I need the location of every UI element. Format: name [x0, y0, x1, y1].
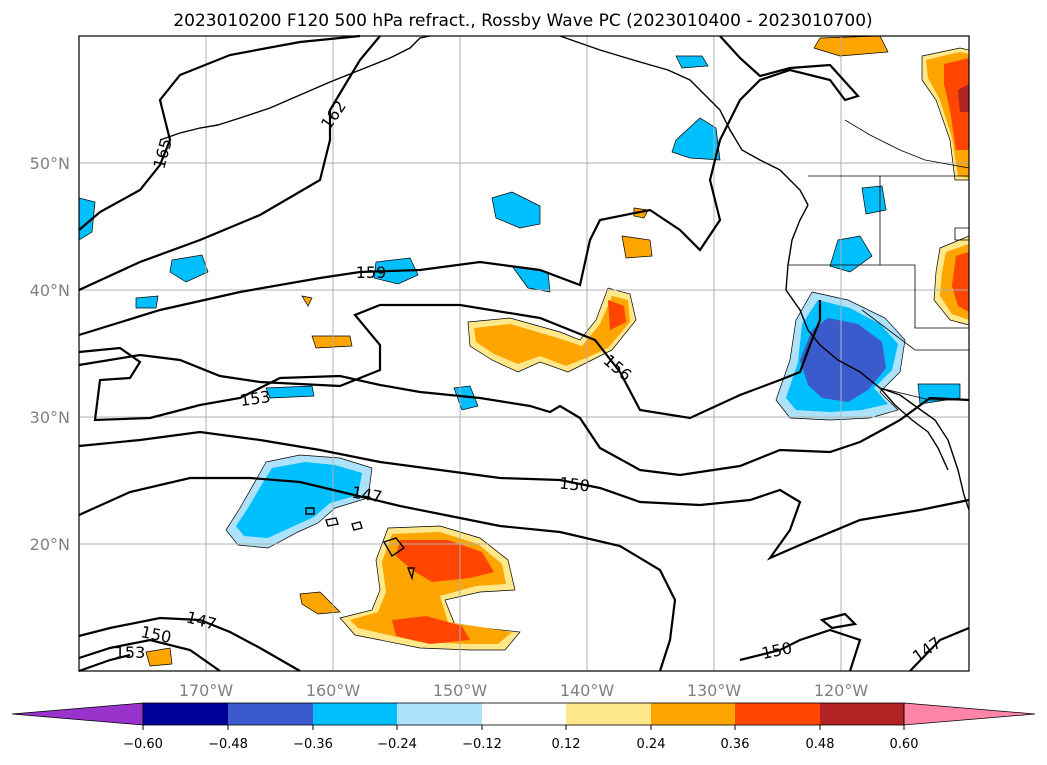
- baja-peninsula: [879, 387, 949, 471]
- colorbar-tick-label: 0.24: [637, 737, 666, 752]
- lat-label: 40°N: [30, 281, 70, 300]
- map-frame: [78, 35, 970, 672]
- lat-label: 30°N: [30, 408, 70, 427]
- colorbar-segment: [228, 703, 313, 725]
- positive-anomaly-subtropical-band-core: [608, 300, 626, 330]
- positive-anomaly-small-3: [145, 647, 173, 667]
- colorbar-tick-label: −0.60: [123, 737, 163, 752]
- lon-label: 150°W: [433, 681, 488, 700]
- positive-anomaly-small-5: [301, 295, 313, 307]
- lon-label: 130°W: [687, 681, 742, 700]
- negative-anomaly-nw-small-6: [265, 385, 315, 399]
- negative-anomaly-hawaii-north-core: [236, 462, 362, 538]
- contour-165: [78, 34, 361, 231]
- colorbar-extend-low: [11, 702, 144, 726]
- anomaly-shading: [78, 35, 970, 667]
- hawaii-kauai: [305, 507, 315, 515]
- map-panel: 165 162 159 156 153 150 147 150 147 150 …: [78, 34, 970, 673]
- contour-147-se: [909, 626, 970, 672]
- colorbar-tick-label: −0.12: [462, 737, 502, 752]
- negative-anomaly-california-core: [800, 318, 886, 402]
- contour-150: [78, 430, 970, 561]
- contour-153: [78, 346, 970, 477]
- gridlines: [79, 36, 969, 671]
- negative-anomaly-bc-coast: [671, 117, 721, 161]
- map-title: 2023010200 F120 500 hPa refract., Rossby…: [173, 11, 872, 31]
- contour-label: 153: [115, 643, 146, 662]
- contour-small-loop: [819, 612, 858, 630]
- positive-anomaly-small-1: [311, 335, 353, 349]
- contour-162: [78, 35, 381, 291]
- positive-anomaly-ne-corner-deep: [958, 84, 969, 112]
- colorbar-segment: [143, 703, 228, 725]
- contour-159: [78, 35, 860, 337]
- colorbar-segment: [651, 703, 735, 725]
- lat-label: 20°N: [30, 535, 70, 554]
- colorbar-segment: [482, 703, 566, 725]
- contour-label: 159: [356, 263, 387, 282]
- state-border-ca-nv: [861, 309, 969, 351]
- bc-interior: [844, 119, 970, 169]
- colorbar-tick-label: 0.48: [806, 737, 835, 752]
- hawaii-maui: [351, 521, 363, 531]
- contour-label: 150: [558, 473, 590, 495]
- negative-anomaly-nw-small-7: [135, 295, 159, 309]
- us-west-coast: [785, 204, 970, 511]
- gulf-alaska-coast: [559, 35, 809, 206]
- longitude-labels: 170°W 160°W 150°W 140°W 130°W 120°W: [179, 681, 869, 700]
- positive-anomaly-hawaii-south-core-2: [392, 616, 470, 644]
- negative-anomaly-gulf-alaska: [491, 191, 541, 229]
- positive-anomaly-hawaii-south-west: [299, 591, 341, 615]
- contour-label: 153: [239, 387, 272, 410]
- colorbar-segment: [313, 703, 397, 725]
- positive-anomaly-hawaii-south-core: [396, 540, 494, 582]
- colorbar-segment: [820, 703, 904, 725]
- colorbar-tick-label: 0.60: [890, 737, 919, 752]
- colorbar-tick-label: 0.36: [721, 737, 750, 752]
- colorbar-segment: [397, 703, 482, 725]
- colorbar-tick-label: −0.48: [208, 737, 248, 752]
- hawaii-oahu: [325, 517, 339, 527]
- alaska-coast: [217, 35, 431, 126]
- colorbar-segment: [566, 703, 651, 725]
- positive-anomaly-nevada-core: [952, 252, 969, 312]
- negative-anomaly-nw-small-1: [169, 254, 209, 283]
- positive-anomaly-subtropical-band-mid: [474, 296, 630, 366]
- contour-156: [78, 300, 822, 420]
- lat-label: 50°N: [30, 154, 70, 173]
- contour-lines: [78, 34, 970, 673]
- negative-anomaly-nw-small-4: [861, 185, 887, 215]
- positive-anomaly-ne-corner-core: [944, 58, 969, 150]
- contour-147: [78, 476, 677, 672]
- lon-label: 120°W: [814, 681, 869, 700]
- lon-label: 160°W: [306, 681, 361, 700]
- colorbar-ticks: [142, 725, 905, 730]
- lon-label: 140°W: [560, 681, 615, 700]
- coastlines: [159, 35, 970, 581]
- contour-147-south: [78, 616, 301, 672]
- hawaii-small: [406, 567, 415, 581]
- negative-anomaly-nw-small-9: [675, 55, 709, 69]
- positive-anomaly-small-2: [621, 235, 653, 259]
- contour-153-south: [78, 653, 131, 673]
- colorbar-tick-label: 0.12: [552, 737, 581, 752]
- hawaii-big-island: [382, 537, 406, 557]
- colorbar-tick-label: −0.24: [377, 737, 417, 752]
- colorbar-extend-high: [903, 702, 1036, 726]
- colorbar-segment: [735, 703, 820, 725]
- latitude-labels: 50°N 40°N 30°N 20°N: [30, 154, 70, 554]
- contour-150-se: [739, 628, 862, 672]
- contour-150-south: [78, 638, 221, 672]
- state-border-wa-or: [788, 264, 969, 329]
- colorbar-tick-label: −0.36: [293, 737, 333, 752]
- lon-label: 170°W: [179, 681, 234, 700]
- colorbar: −0.60 −0.48 −0.36 −0.24 −0.12 0.12 0.24 …: [11, 702, 1036, 752]
